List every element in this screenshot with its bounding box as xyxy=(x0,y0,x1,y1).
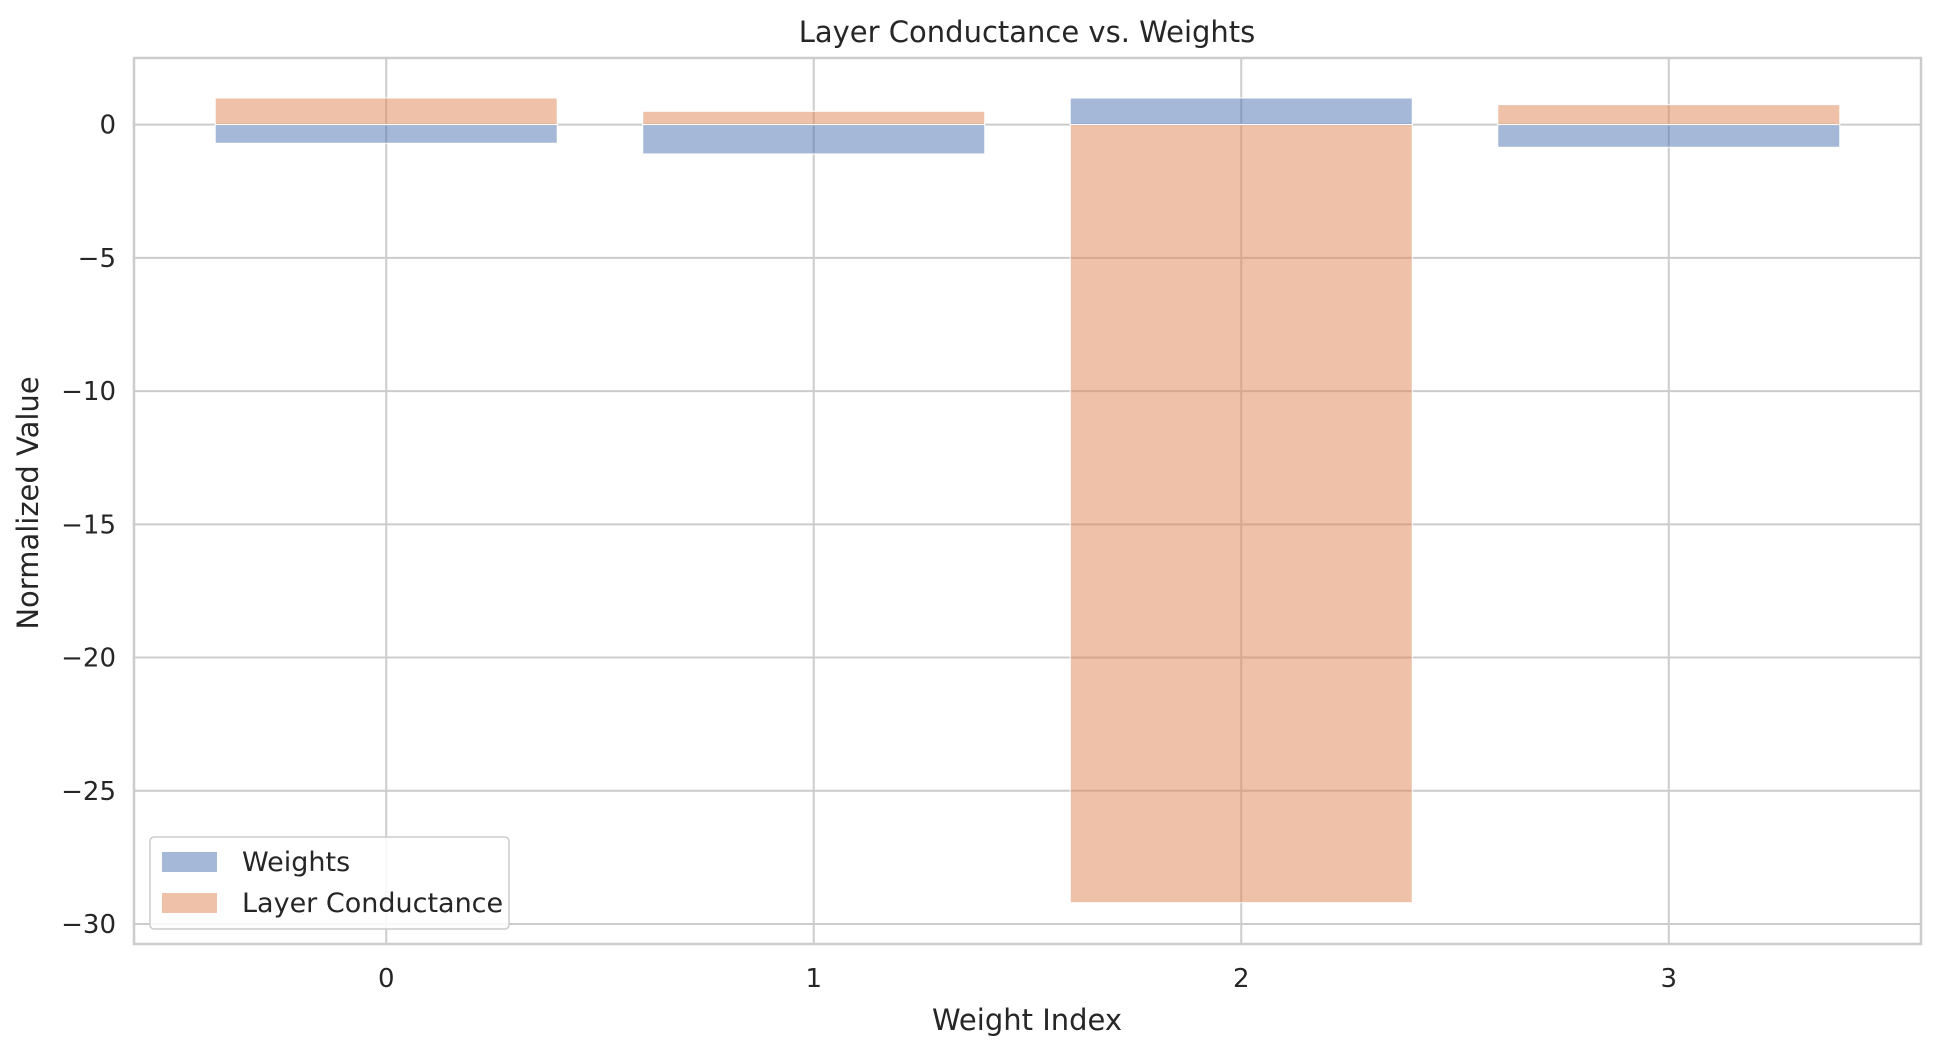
x-tick-label: 2 xyxy=(1233,964,1250,994)
legend-label-weights: Weights xyxy=(242,847,350,878)
legend-swatch-layer-conductance xyxy=(162,893,217,913)
legend-frame xyxy=(149,836,510,930)
x-axis-label: Weight Index xyxy=(932,1003,1122,1037)
x-tick-label: 0 xyxy=(378,964,395,994)
y-tick-label: −15 xyxy=(61,510,116,540)
bar-weights-1 xyxy=(642,124,986,155)
bar-weights-0 xyxy=(214,124,558,144)
bar-layer-conductance-1 xyxy=(642,110,986,126)
x-tick-labels: 0 1 2 3 xyxy=(378,964,1677,994)
y-tick-labels: 0 −5 −10 −15 −20 −25 −30 xyxy=(61,111,116,940)
y-tick-label: −5 xyxy=(78,244,116,274)
legend: Weights Layer Conductance xyxy=(149,836,510,930)
bar-weights-3 xyxy=(1497,124,1841,148)
chart-title: Layer Conductance vs. Weights xyxy=(799,15,1256,49)
legend-swatch-weights xyxy=(162,852,217,872)
y-tick-label: 0 xyxy=(99,111,116,141)
legend-label-layer-conductance: Layer Conductance xyxy=(242,888,503,919)
bar-weights-2 xyxy=(1069,97,1413,126)
plot-frame xyxy=(132,56,1923,946)
bar-layer-conductance-0 xyxy=(214,97,558,126)
y-tick-label: −25 xyxy=(61,777,116,807)
y-tick-label: −20 xyxy=(61,644,116,674)
y-tick-label: −10 xyxy=(61,377,116,407)
bar-marks xyxy=(214,97,1841,904)
bar-layer-conductance-3 xyxy=(1497,104,1841,126)
y-tick-label: −30 xyxy=(61,910,116,940)
x-tick-label: 3 xyxy=(1660,964,1677,994)
y-axis-label: Normalized Value xyxy=(11,376,45,629)
x-tick-label: 1 xyxy=(805,964,822,994)
bar-layer-conductance-2 xyxy=(1069,124,1413,904)
